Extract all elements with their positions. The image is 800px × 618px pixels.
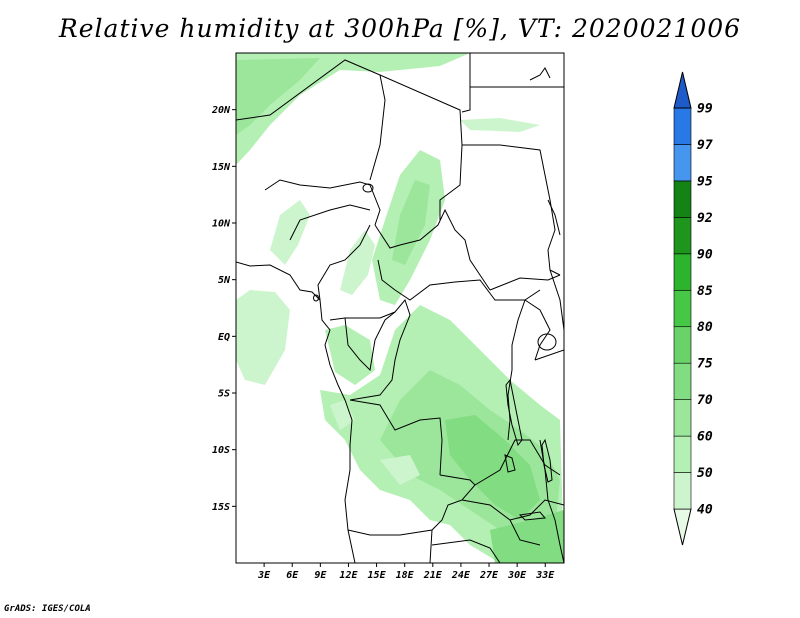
colorbar-bottom-arrow (673, 508, 692, 546)
island-bioko (313, 294, 319, 302)
border-mozambique (554, 519, 564, 563)
colorbar-level-label: 85 (697, 284, 713, 299)
colorbar-box (673, 326, 692, 364)
humidity-region-southeast (490, 510, 564, 563)
colorbar-level-label: 95 (697, 174, 713, 189)
colorbar-box (673, 289, 692, 328)
lat-tick-label: 5S (218, 389, 230, 400)
colorbar-level-label: 99 (697, 102, 713, 117)
lat-tick-label: 15N (212, 162, 231, 173)
colorbar-box (673, 217, 692, 255)
lon-tick-label: 21E (423, 570, 443, 581)
border-botswana (431, 539, 501, 563)
lake-mweru (504, 454, 516, 473)
lon-tick-label: 30E (507, 570, 527, 581)
border-car (377, 259, 541, 301)
humidity-region-nigeria (340, 230, 375, 295)
grads-credit: GrADS: IGES/COLA (4, 604, 91, 614)
colorbar-box (673, 180, 692, 218)
lon-tick-label: 27E (479, 570, 499, 581)
colorbar-box (673, 472, 692, 510)
borders (236, 53, 564, 563)
lon-tick-label: 18E (396, 570, 415, 581)
red-sea-coast (529, 67, 561, 236)
border-libya (379, 74, 463, 220)
lat-tick-label: 10N (212, 219, 231, 230)
lon-tick-label: 15E (368, 570, 387, 581)
lat-tick-label: 10S (212, 445, 230, 456)
colorbar-level-label: 97 (697, 138, 713, 153)
colorbar-box (673, 107, 692, 145)
colorbar-level-label: 92 (697, 211, 713, 226)
border-nigeria-north (289, 204, 371, 241)
colorbar-level-label: 40 (697, 503, 713, 518)
colorbar-level-label: 90 (697, 247, 713, 262)
longitude-axis: 3E 6E 9E 12E 15E 18E 21E 24E 27E 30E 33E (257, 563, 555, 581)
lon-tick-label: 33E (535, 570, 555, 581)
lon-tick-label: 24E (451, 570, 471, 581)
lake-chad (362, 183, 374, 193)
border-zimbabwe (509, 519, 541, 546)
colorbar-box (673, 144, 692, 182)
lat-tick-label: 15S (212, 502, 230, 513)
colorbar-box (673, 253, 692, 291)
colorbar-level-label: 70 (697, 393, 713, 408)
lat-tick-label: 5N (218, 275, 231, 286)
border-angola-north (349, 399, 443, 476)
colorbar-box (673, 362, 692, 400)
border-tanzania (534, 349, 564, 361)
border-chad (374, 208, 491, 291)
lat-tick-label: 20N (211, 105, 231, 116)
border-congo-west (344, 298, 411, 401)
colorbar-level-label: 75 (697, 357, 713, 372)
lake-victoria (537, 333, 557, 351)
colorbar-box (673, 399, 692, 437)
humidity-region-west (270, 200, 310, 265)
lon-tick-label: 12E (339, 570, 358, 581)
colorbar-level-label: 60 (697, 430, 713, 445)
lon-tick-label: 6E (286, 570, 299, 581)
border-west-coast (236, 261, 356, 563)
humidity-region-gabon (325, 325, 375, 385)
colorbar-level-label: 80 (697, 320, 713, 335)
border-uganda (524, 299, 551, 361)
latitude-axis: 20N 15N 10N 5N EQ 5S 10S 15S (211, 105, 236, 513)
colorbar-top-arrow (673, 71, 692, 109)
humidity-gap-angola (380, 455, 420, 485)
lake-kariba (518, 511, 546, 521)
border-egypt (461, 53, 471, 113)
humidity-streak-northeast (460, 118, 540, 132)
lon-tick-label: 9E (314, 570, 327, 581)
humidity-region-northwest-inner (236, 58, 320, 135)
lakes (313, 183, 557, 521)
border-drc-east (507, 299, 526, 441)
border-ssudan (489, 274, 561, 291)
humidity-region-south-core (445, 415, 540, 520)
lat-tick-label: EQ (218, 332, 230, 343)
humidity-band-central-inner (392, 180, 430, 265)
lake-malawi (541, 438, 553, 483)
border-namibia (429, 529, 433, 563)
humidity-field (236, 53, 564, 563)
colorbar: 40 50 60 70 75 80 85 90 92 95 97 99 (673, 71, 713, 546)
colorbar-box (673, 435, 692, 473)
lake-tanganyika (505, 378, 523, 447)
colorbar-level-label: 50 (697, 466, 713, 481)
border-cameroon-south (329, 311, 396, 321)
border-sudan-east (462, 144, 561, 276)
humidity-region-gulf (236, 290, 290, 385)
border-niger (264, 179, 381, 226)
humidity-patch-congo (330, 400, 355, 430)
border-angola-east (347, 474, 476, 536)
lon-tick-label: 3E (257, 570, 271, 581)
map-frame (235, 52, 565, 564)
border-kenya (549, 269, 564, 331)
map-title: Relative humidity at 300hPa [%], VT: 202… (58, 14, 742, 43)
border-nigeria-east (317, 224, 371, 301)
